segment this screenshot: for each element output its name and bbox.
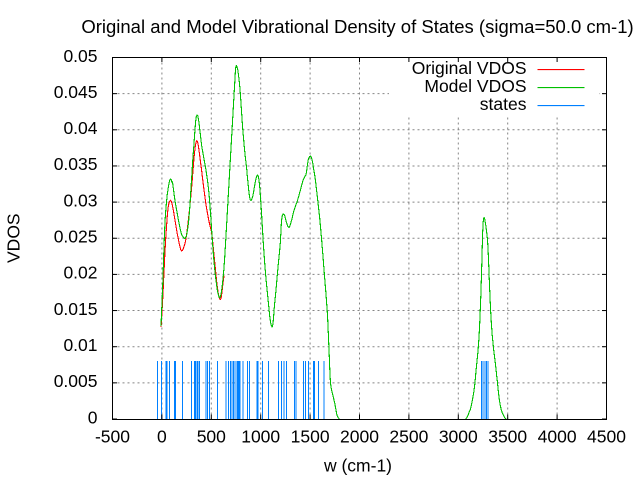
svg-text:0.04: 0.04 bbox=[63, 118, 97, 138]
svg-text:2500: 2500 bbox=[389, 427, 428, 447]
svg-text:500: 500 bbox=[197, 427, 226, 447]
svg-text:Model VDOS: Model VDOS bbox=[424, 76, 526, 96]
svg-text:0.025: 0.025 bbox=[54, 227, 98, 247]
svg-text:w (cm-1): w (cm-1) bbox=[323, 456, 392, 476]
svg-text:0.05: 0.05 bbox=[63, 46, 97, 66]
svg-text:0.035: 0.035 bbox=[54, 154, 98, 174]
svg-text:1000: 1000 bbox=[241, 427, 280, 447]
svg-text:0.03: 0.03 bbox=[63, 190, 97, 210]
svg-text:4000: 4000 bbox=[538, 427, 577, 447]
svg-text:0.015: 0.015 bbox=[54, 299, 98, 319]
svg-text:-500: -500 bbox=[95, 427, 130, 447]
svg-text:1500: 1500 bbox=[291, 427, 330, 447]
svg-text:states: states bbox=[480, 94, 527, 114]
svg-text:2000: 2000 bbox=[340, 427, 379, 447]
svg-text:0: 0 bbox=[88, 407, 98, 427]
svg-text:3500: 3500 bbox=[488, 427, 527, 447]
svg-text:4500: 4500 bbox=[587, 427, 626, 447]
svg-text:0.005: 0.005 bbox=[54, 371, 98, 391]
svg-text:3000: 3000 bbox=[439, 427, 478, 447]
svg-text:0: 0 bbox=[157, 427, 167, 447]
svg-text:0.01: 0.01 bbox=[63, 335, 97, 355]
svg-text:0.045: 0.045 bbox=[54, 82, 98, 102]
svg-text:0.02: 0.02 bbox=[63, 263, 97, 283]
svg-text:VDOS: VDOS bbox=[4, 213, 24, 263]
svg-text:Original VDOS: Original VDOS bbox=[412, 58, 527, 78]
svg-text:Original and Model Vibrational: Original and Model Vibrational Density o… bbox=[81, 16, 633, 37]
